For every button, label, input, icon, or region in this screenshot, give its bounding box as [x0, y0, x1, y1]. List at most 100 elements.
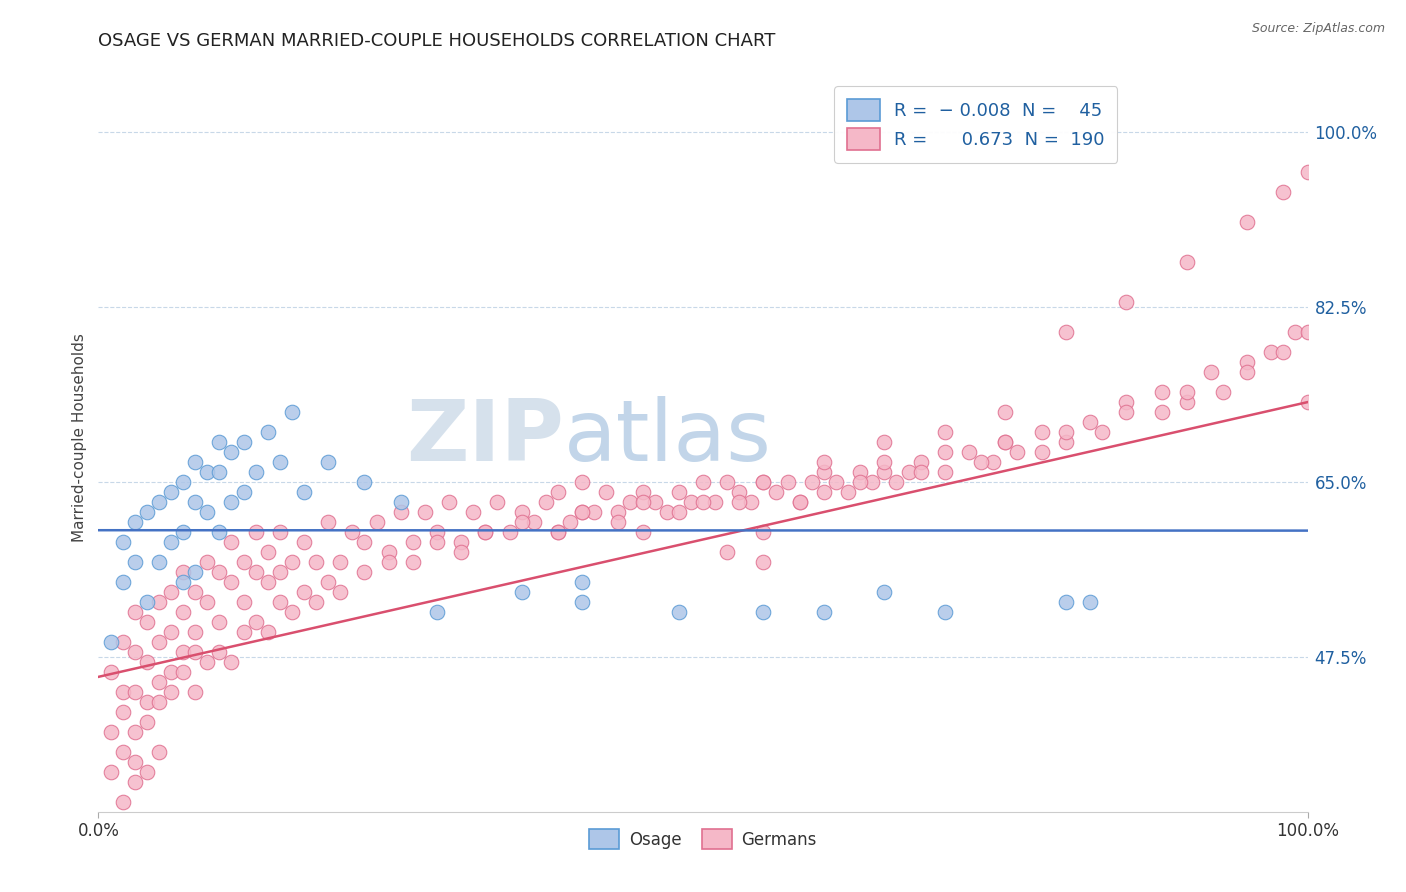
Point: [100, 724, 122, 739]
Point: [631, 524, 654, 539]
Legend: Osage, Germans: Osage, Germans: [582, 822, 824, 855]
Point: [498, 524, 520, 539]
Point: [292, 485, 315, 500]
Point: [124, 724, 146, 739]
Point: [172, 565, 194, 579]
Point: [124, 605, 146, 619]
Point: [148, 695, 170, 709]
Point: [124, 755, 146, 769]
Point: [813, 605, 835, 619]
Text: Source: ZipAtlas.com: Source: ZipAtlas.com: [1251, 22, 1385, 36]
Point: [752, 524, 775, 539]
Point: [160, 624, 183, 639]
Point: [595, 485, 617, 500]
Point: [1175, 255, 1198, 269]
Point: [716, 475, 738, 489]
Point: [256, 574, 278, 589]
Point: [789, 495, 811, 509]
Point: [849, 475, 872, 489]
Point: [124, 555, 146, 569]
Point: [111, 535, 134, 549]
Point: [172, 665, 194, 679]
Point: [221, 535, 243, 549]
Point: [281, 405, 304, 419]
Point: [1007, 445, 1029, 459]
Point: [426, 605, 449, 619]
Point: [124, 685, 146, 699]
Point: [208, 465, 231, 479]
Point: [135, 714, 157, 729]
Point: [1054, 325, 1077, 339]
Point: [607, 505, 630, 519]
Point: [208, 435, 231, 450]
Point: [232, 435, 254, 450]
Point: [245, 565, 267, 579]
Point: [619, 495, 641, 509]
Point: [184, 495, 207, 509]
Point: [957, 445, 980, 459]
Point: [1260, 345, 1282, 359]
Point: [607, 515, 630, 529]
Point: [813, 465, 835, 479]
Point: [353, 535, 375, 549]
Point: [981, 455, 1004, 469]
Point: [837, 485, 859, 500]
Point: [910, 465, 932, 479]
Point: [195, 595, 218, 609]
Point: [148, 555, 170, 569]
Text: OSAGE VS GERMAN MARRIED-COUPLE HOUSEHOLDS CORRELATION CHART: OSAGE VS GERMAN MARRIED-COUPLE HOUSEHOLD…: [98, 32, 776, 50]
Point: [221, 574, 243, 589]
Point: [245, 524, 267, 539]
Point: [292, 585, 315, 599]
Point: [994, 435, 1017, 450]
Point: [740, 495, 762, 509]
Point: [886, 475, 908, 489]
Point: [402, 535, 425, 549]
Point: [245, 615, 267, 629]
Point: [111, 635, 134, 649]
Point: [135, 615, 157, 629]
Point: [184, 565, 207, 579]
Point: [172, 475, 194, 489]
Point: [1236, 365, 1258, 379]
Point: [172, 645, 194, 659]
Point: [160, 535, 183, 549]
Point: [366, 515, 388, 529]
Point: [232, 485, 254, 500]
Point: [389, 495, 412, 509]
Point: [631, 495, 654, 509]
Point: [148, 495, 170, 509]
Point: [1091, 425, 1114, 439]
Point: [413, 505, 436, 519]
Point: [486, 495, 509, 509]
Point: [353, 565, 375, 579]
Point: [534, 495, 557, 509]
Point: [1236, 355, 1258, 369]
Point: [111, 795, 134, 809]
Point: [1115, 295, 1137, 310]
Point: [377, 555, 399, 569]
Point: [668, 605, 690, 619]
Point: [1236, 215, 1258, 229]
Point: [329, 585, 352, 599]
Point: [1212, 385, 1234, 400]
Point: [934, 605, 956, 619]
Point: [124, 645, 146, 659]
Point: [1199, 365, 1222, 379]
Point: [195, 555, 218, 569]
Point: [245, 465, 267, 479]
Point: [124, 515, 146, 529]
Point: [474, 524, 496, 539]
Point: [631, 485, 654, 500]
Point: [450, 535, 472, 549]
Point: [910, 455, 932, 469]
Point: [571, 574, 593, 589]
Point: [281, 555, 304, 569]
Point: [1296, 165, 1319, 179]
Point: [111, 705, 134, 719]
Point: [135, 595, 157, 609]
Point: [873, 465, 896, 479]
Point: [752, 555, 775, 569]
Point: [692, 495, 714, 509]
Point: [316, 455, 339, 469]
